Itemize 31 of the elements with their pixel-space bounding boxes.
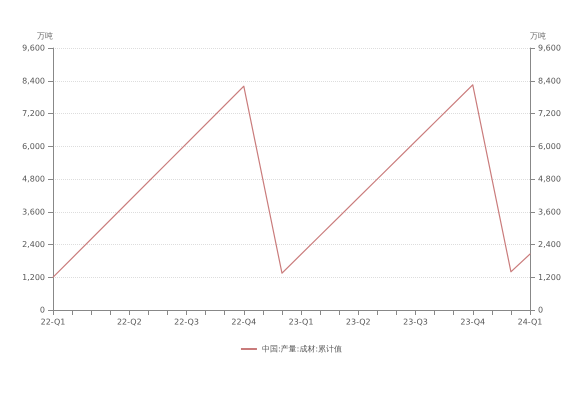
y-tick-label: 3,600 [22,207,45,216]
y2-tick-label: 0 [538,306,544,314]
y-tick-label: 9,600 [22,44,45,52]
y-tick-label: 0 [40,306,45,314]
y2-tick-label: 3,600 [538,207,561,216]
y2-tick-label: 6,000 [538,142,561,151]
y-tick-label: 8,400 [22,76,45,86]
y2-tick-label: 9,600 [538,44,561,52]
y2-tick-label: 1,200 [538,272,561,282]
x-tick-label: 22-Q3 [174,318,199,326]
y2-axis-title: 万吨 [530,32,546,40]
x-tick-label: 23-Q1 [288,318,314,326]
y-tick-label: 2,400 [22,240,45,249]
x-tick-label: 22-Q1 [40,318,66,326]
line-series [52,84,531,278]
x-tick-label: 23-Q2 [346,318,371,326]
y2-tick-label: 4,800 [538,174,561,184]
y-tick-label: 1,200 [22,272,45,282]
y2-tick-label: 8,400 [538,76,561,86]
x-tick-label: 22-Q2 [116,318,142,326]
legend-label: 中国:产量:成材:累计值 [262,344,342,354]
y-axis-title: 万吨 [37,32,53,40]
x-tick-label: 24-Q1 [518,318,542,326]
y-tick-label: 6,000 [22,142,45,151]
y-tick-label: 7,200 [22,109,45,118]
x-tick-label: 22-Q4 [231,318,256,326]
y2-tick-label: 2,400 [538,240,561,249]
x-tick-label: 23-Q3 [403,318,428,326]
y2-tick-label: 7,200 [538,109,561,118]
x-tick-label: 23-Q4 [460,318,486,326]
y-tick-label: 4,800 [22,174,45,184]
